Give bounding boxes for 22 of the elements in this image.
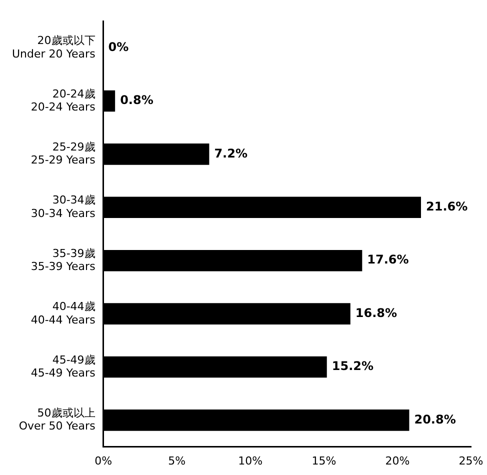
data-label: 0% [108, 40, 129, 54]
y-tick-label: 25-29歲 25-29 Years [30, 140, 96, 167]
y-tick-label: 20歲或以下 Under 20 Years [12, 34, 96, 60]
y-tick-label: 20-24歲 20-24 Years [30, 87, 96, 114]
data-label: 0.8% [120, 93, 154, 108]
y-tick-label: 30-34歲 30-34 Years [30, 194, 96, 220]
data-label: 20.8% [414, 412, 456, 426]
data-label: 21.6% [426, 200, 468, 214]
data-label: 15.2% [332, 359, 374, 374]
y-tick-label: 35-39歲 35-39 Years [30, 246, 96, 274]
y-tick-label: 40-44歲 40-44 Years [30, 300, 96, 326]
x-tick-label: 25% [458, 454, 484, 468]
y-tick-label: 45-49歲 45-49 Years [30, 353, 96, 380]
x-tick-label: 10% [238, 454, 263, 468]
x-tick-label: 20% [385, 454, 410, 468]
data-label: 7.2% [214, 146, 248, 160]
x-tick-label: 15% [312, 454, 336, 468]
x-tick-label: 5% [168, 454, 186, 468]
data-label: 16.8% [355, 306, 398, 320]
data-label: 17.6% [367, 252, 409, 267]
x-tick-label: 0% [94, 454, 112, 468]
y-tick-label: 50歲或以上 Over 50 Years [18, 406, 96, 433]
